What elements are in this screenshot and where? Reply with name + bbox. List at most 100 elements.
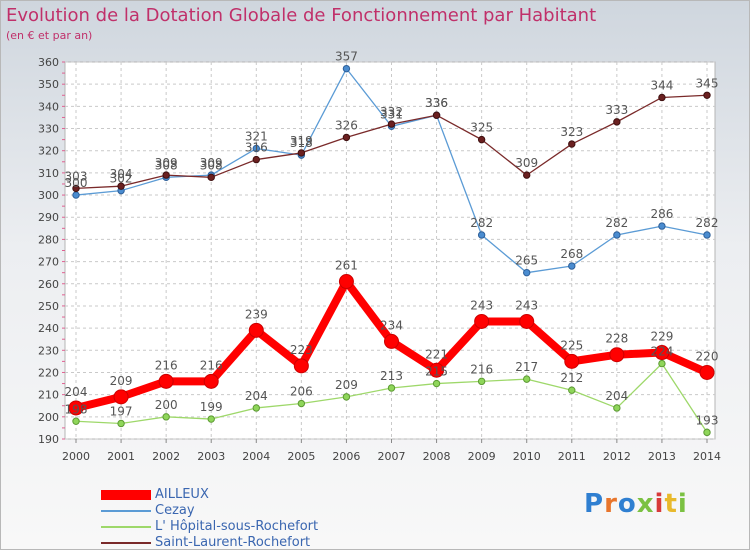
data-point — [387, 384, 396, 392]
x-tick-label: 2012 — [603, 450, 631, 463]
data-label: 309 — [155, 156, 178, 170]
data-point — [477, 231, 486, 239]
legend-item: Cezay — [101, 503, 341, 519]
data-point — [158, 373, 174, 389]
data-point — [72, 191, 80, 199]
data-point — [207, 415, 215, 423]
y-tick-label: 250 — [38, 300, 59, 313]
logo-letter: i — [654, 489, 665, 519]
y-tick-label: 330 — [38, 123, 59, 136]
data-label: 193 — [696, 413, 719, 427]
data-label: 282 — [470, 216, 493, 230]
legend-label: L' Hôpital-sous-Rochefort — [155, 519, 319, 534]
data-point — [342, 393, 351, 401]
data-point — [117, 182, 125, 190]
data-point — [72, 417, 80, 425]
data-label: 204 — [245, 389, 268, 403]
y-tick-label: 310 — [38, 167, 59, 180]
data-point — [252, 404, 260, 412]
data-label: 265 — [515, 254, 538, 268]
data-point — [568, 140, 576, 148]
y-tick-label: 190 — [38, 433, 59, 446]
data-label: 204 — [65, 385, 88, 399]
data-point — [609, 347, 625, 363]
logo-letter: o — [617, 489, 637, 519]
data-label: 357 — [335, 50, 358, 64]
proxiti-logo: Proxiti — [584, 489, 688, 519]
data-label: 308 — [155, 158, 178, 172]
data-point — [297, 149, 306, 157]
data-label: 325 — [470, 121, 493, 135]
data-label: 304 — [110, 167, 133, 181]
legend-swatch — [101, 526, 151, 528]
data-point — [523, 268, 531, 277]
x-tick-label: 2002 — [152, 450, 180, 463]
legend-swatch — [101, 510, 151, 512]
data-label: 200 — [155, 398, 178, 412]
data-point — [523, 171, 531, 179]
data-point — [703, 231, 711, 239]
legend-label: Cezay — [155, 503, 195, 518]
y-tick-label: 320 — [38, 145, 59, 158]
data-label: 282 — [696, 216, 719, 230]
data-label: 206 — [290, 385, 313, 399]
data-point — [117, 419, 125, 428]
data-point — [297, 399, 306, 408]
data-label: 345 — [696, 76, 719, 90]
data-label: 286 — [650, 207, 673, 221]
logo-letter: t — [664, 489, 678, 519]
data-point — [564, 353, 580, 369]
x-tick-label: 2006 — [332, 450, 360, 463]
data-label: 321 — [245, 129, 268, 143]
data-label: 217 — [515, 360, 538, 374]
data-label: 309 — [515, 156, 538, 170]
data-label: 228 — [605, 332, 628, 346]
data-point — [568, 262, 576, 270]
data-point — [703, 428, 711, 437]
data-label: 223 — [290, 343, 313, 357]
data-label: 308 — [200, 158, 223, 172]
y-tick-label: 240 — [38, 322, 59, 335]
data-point — [387, 120, 396, 128]
data-point — [699, 364, 715, 380]
y-tick-label: 340 — [38, 100, 59, 113]
data-point — [72, 184, 80, 193]
data-point — [252, 155, 260, 164]
data-label: 326 — [335, 118, 358, 132]
y-tick-label: 220 — [38, 366, 59, 379]
legend-label: Saint-Laurent-Rochefort — [155, 535, 311, 550]
data-point — [207, 173, 215, 182]
data-label: 318 — [290, 136, 313, 150]
legend-item: L' Hôpital-sous-Rochefort — [101, 519, 341, 535]
data-label: 319 — [290, 134, 313, 148]
x-tick-label: 2010 — [513, 450, 541, 463]
logo-letter: r — [604, 489, 618, 519]
data-label: 216 — [200, 358, 223, 372]
data-label: 209 — [110, 374, 133, 388]
data-point — [429, 362, 445, 378]
data-label: 197 — [110, 404, 133, 418]
data-label: 204 — [605, 389, 628, 403]
legend-swatch — [101, 542, 151, 544]
data-label: 243 — [470, 298, 493, 312]
data-label: 316 — [245, 141, 268, 155]
data-point — [293, 358, 309, 374]
data-point — [474, 313, 490, 329]
x-tick-label: 2014 — [693, 450, 721, 463]
data-point — [384, 333, 399, 349]
data-label: 221 — [425, 347, 448, 361]
data-point — [613, 404, 621, 412]
logo-letter: i — [677, 489, 688, 519]
data-point — [658, 222, 666, 230]
data-label: 212 — [560, 371, 583, 385]
y-tick-label: 290 — [38, 211, 59, 224]
y-tick-label: 280 — [38, 233, 59, 246]
logo-letter: P — [584, 489, 605, 519]
data-label: 302 — [110, 172, 133, 186]
y-tick-label: 210 — [38, 389, 59, 402]
data-label: 224 — [650, 345, 673, 359]
data-point — [477, 135, 486, 144]
x-tick-label: 2009 — [468, 450, 496, 463]
